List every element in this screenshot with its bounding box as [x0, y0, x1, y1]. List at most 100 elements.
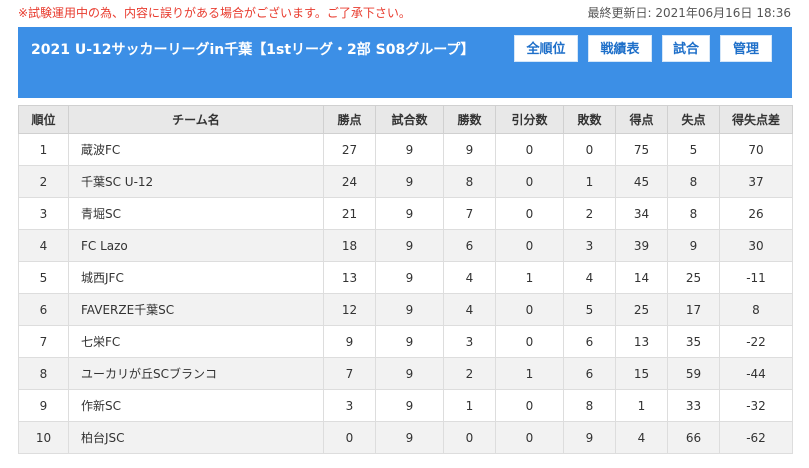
goals-against-cell: 59 [667, 357, 720, 390]
col-header-draws: 引分数 [495, 105, 564, 134]
wins-cell: 2 [443, 357, 496, 390]
table-row: 9 作新SC 3 9 1 0 8 1 33 -32 [18, 389, 793, 422]
points-cell: 24 [323, 165, 376, 198]
goal-difference-cell: -11 [719, 261, 793, 294]
goals-for-cell: 15 [615, 357, 668, 390]
team-name-cell: 蔵波FC [68, 133, 324, 166]
goals-for-cell: 4 [615, 421, 668, 454]
table-row: 3 青堀SC 21 9 7 0 2 34 8 26 [18, 197, 793, 230]
rank-cell: 5 [18, 261, 69, 294]
played-cell: 9 [375, 389, 444, 422]
points-cell: 21 [323, 197, 376, 230]
team-name-cell: 柏台JSC [68, 421, 324, 454]
results-table-button[interactable]: 戦績表 [588, 35, 652, 62]
col-header-wins: 勝数 [443, 105, 496, 134]
goal-difference-cell: 70 [719, 133, 793, 166]
goals-for-cell: 25 [615, 293, 668, 326]
played-cell: 9 [375, 357, 444, 390]
wins-cell: 7 [443, 197, 496, 230]
table-header-row: 順位 チーム名 勝点 試合数 勝数 引分数 敗数 得点 失点 得失点差 [18, 105, 793, 134]
draws-cell: 0 [495, 389, 564, 422]
draws-cell: 1 [495, 261, 564, 294]
draws-cell: 0 [495, 293, 564, 326]
points-cell: 13 [323, 261, 376, 294]
rank-cell: 4 [18, 229, 69, 262]
goal-difference-cell: -44 [719, 357, 793, 390]
draws-cell: 0 [495, 325, 564, 358]
wins-cell: 4 [443, 261, 496, 294]
draws-cell: 0 [495, 421, 564, 454]
col-header-goals-for: 得点 [615, 105, 668, 134]
col-header-played: 試合数 [375, 105, 444, 134]
points-cell: 7 [323, 357, 376, 390]
col-header-losses: 敗数 [563, 105, 616, 134]
league-title: 2021 U-12サッカーリーグin千葉【1stリーグ・2部 S08グループ】 [31, 42, 475, 58]
goals-for-cell: 14 [615, 261, 668, 294]
wins-cell: 3 [443, 325, 496, 358]
goals-for-cell: 39 [615, 229, 668, 262]
played-cell: 9 [375, 165, 444, 198]
rank-cell: 1 [18, 133, 69, 166]
admin-button[interactable]: 管理 [720, 35, 772, 62]
points-cell: 27 [323, 133, 376, 166]
rank-cell: 9 [18, 389, 69, 422]
rank-cell: 10 [18, 421, 69, 454]
goals-against-cell: 66 [667, 421, 720, 454]
played-cell: 9 [375, 421, 444, 454]
points-cell: 0 [323, 421, 376, 454]
goal-difference-cell: -32 [719, 389, 793, 422]
matches-button[interactable]: 試合 [662, 35, 710, 62]
losses-cell: 1 [563, 165, 616, 198]
last-updated-label: 最終更新日: 2021年06月16日 [587, 6, 753, 20]
played-cell: 9 [375, 325, 444, 358]
goals-against-cell: 25 [667, 261, 720, 294]
goals-against-cell: 33 [667, 389, 720, 422]
wins-cell: 0 [443, 421, 496, 454]
points-cell: 9 [323, 325, 376, 358]
last-updated-time: 18:36 [756, 6, 791, 20]
col-header-rank: 順位 [18, 105, 69, 134]
all-ranks-button[interactable]: 全順位 [514, 35, 578, 62]
draws-cell: 1 [495, 357, 564, 390]
col-header-team: チーム名 [68, 105, 324, 134]
goals-for-cell: 75 [615, 133, 668, 166]
goals-against-cell: 5 [667, 133, 720, 166]
table-row: 7 七栄FC 9 9 3 0 6 13 35 -22 [18, 325, 793, 358]
losses-cell: 2 [563, 197, 616, 230]
rank-cell: 2 [18, 165, 69, 198]
goals-for-cell: 34 [615, 197, 668, 230]
losses-cell: 4 [563, 261, 616, 294]
rank-cell: 3 [18, 197, 69, 230]
trial-notice: ※試験運用中の為、内容に誤りがある場合がございます。ご了承下さい。 [18, 6, 411, 20]
goals-against-cell: 9 [667, 229, 720, 262]
goal-difference-cell: 8 [719, 293, 793, 326]
played-cell: 9 [375, 133, 444, 166]
team-name-cell: ユーカリが丘SCブランコ [68, 357, 324, 390]
draws-cell: 0 [495, 229, 564, 262]
table-row: 10 柏台JSC 0 9 0 0 9 4 66 -62 [18, 421, 793, 454]
team-name-cell: FAVERZE千葉SC [68, 293, 324, 326]
played-cell: 9 [375, 197, 444, 230]
goal-difference-cell: 30 [719, 229, 793, 262]
team-name-cell: 青堀SC [68, 197, 324, 230]
goal-difference-cell: 26 [719, 197, 793, 230]
top-bar: ※試験運用中の為、内容に誤りがある場合がございます。ご了承下さい。 最終更新日:… [0, 0, 809, 26]
losses-cell: 6 [563, 357, 616, 390]
goals-for-cell: 45 [615, 165, 668, 198]
goal-difference-cell: -22 [719, 325, 793, 358]
rank-cell: 6 [18, 293, 69, 326]
table-row: 8 ユーカリが丘SCブランコ 7 9 2 1 6 15 59 -44 [18, 357, 793, 390]
team-name-cell: 千葉SC U-12 [68, 165, 324, 198]
team-name-cell: FC Lazo [68, 229, 324, 262]
draws-cell: 0 [495, 165, 564, 198]
losses-cell: 3 [563, 229, 616, 262]
table-row: 5 城西JFC 13 9 4 1 4 14 25 -11 [18, 261, 793, 294]
rank-cell: 7 [18, 325, 69, 358]
wins-cell: 1 [443, 389, 496, 422]
col-header-goal-difference: 得失点差 [719, 105, 793, 134]
losses-cell: 8 [563, 389, 616, 422]
rank-cell: 8 [18, 357, 69, 390]
goals-against-cell: 17 [667, 293, 720, 326]
team-name-cell: 七栄FC [68, 325, 324, 358]
losses-cell: 9 [563, 421, 616, 454]
